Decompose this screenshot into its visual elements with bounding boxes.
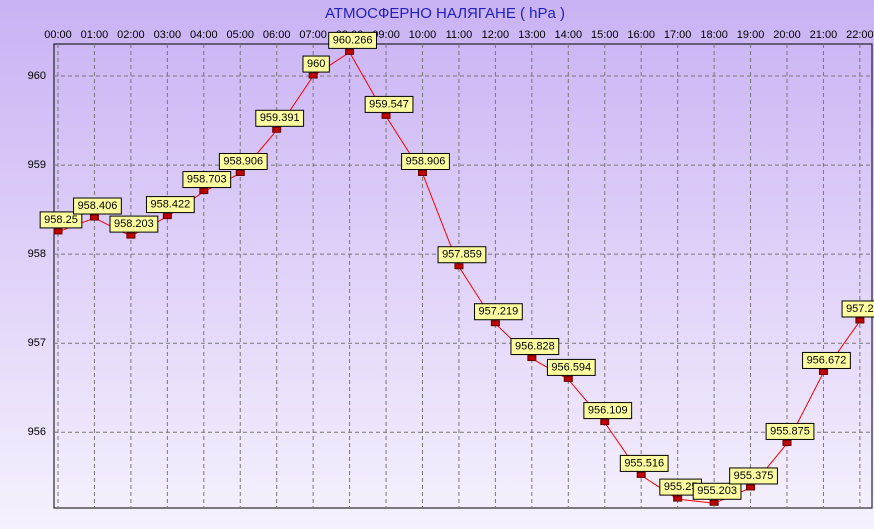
data-label: 956.672 bbox=[807, 354, 847, 366]
x-tick-label: 10:00 bbox=[409, 29, 437, 41]
point bbox=[782, 439, 792, 446]
data-label: 955.516 bbox=[624, 457, 664, 469]
point bbox=[527, 355, 537, 362]
x-tick-label: 14:00 bbox=[555, 29, 583, 41]
data-label-box bbox=[109, 215, 159, 233]
point bbox=[345, 48, 355, 55]
y-tick-label: 956 bbox=[28, 426, 46, 438]
data-label-box bbox=[255, 109, 305, 127]
x-tick-label: 00:00 bbox=[44, 29, 72, 41]
data-label: 955.25 bbox=[664, 481, 698, 493]
data-label: 955.375 bbox=[734, 470, 774, 482]
data-label: 957.25 bbox=[846, 303, 874, 315]
data-label-box bbox=[39, 211, 83, 229]
x-tick-label: 11:00 bbox=[446, 29, 473, 41]
data-label: 960 bbox=[307, 58, 325, 70]
data-label-box bbox=[692, 482, 742, 500]
x-tick-label: 22:00 bbox=[846, 29, 874, 41]
data-label-box bbox=[182, 171, 232, 189]
point bbox=[381, 112, 391, 119]
data-label-box bbox=[474, 303, 523, 321]
data-label-box bbox=[765, 422, 815, 440]
data-label: 958.203 bbox=[114, 218, 154, 230]
x-tick-label: 01:00 bbox=[81, 29, 109, 41]
data-label-box bbox=[510, 338, 560, 356]
data-label-box bbox=[729, 467, 778, 485]
x-tick-label: 19:00 bbox=[737, 29, 765, 41]
point bbox=[746, 484, 756, 491]
data-label: 958.422 bbox=[150, 199, 190, 211]
point bbox=[818, 368, 828, 375]
point bbox=[162, 213, 172, 220]
data-label: 958.25 bbox=[44, 214, 78, 226]
data-label-box bbox=[841, 300, 874, 318]
point bbox=[308, 72, 318, 79]
point bbox=[126, 232, 136, 239]
data-label: 956.828 bbox=[515, 340, 555, 352]
data-label-box bbox=[802, 351, 851, 369]
data-label: 956.109 bbox=[588, 404, 628, 416]
point bbox=[600, 419, 610, 426]
x-tick-label: 18:00 bbox=[700, 29, 728, 41]
data-label-box bbox=[546, 358, 596, 376]
data-label: 960.266 bbox=[333, 34, 373, 46]
y-tick-label: 960 bbox=[28, 70, 46, 82]
data-label: 959.391 bbox=[260, 112, 300, 124]
data-label-box bbox=[218, 152, 268, 170]
x-tick-label: 13:00 bbox=[518, 29, 546, 41]
x-tick-label: 09:00 bbox=[372, 29, 400, 41]
x-tick-label: 21:00 bbox=[810, 29, 838, 41]
point bbox=[563, 375, 573, 382]
x-tick-label: 05:00 bbox=[226, 29, 254, 41]
data-label: 955.203 bbox=[697, 485, 737, 497]
y-tick-label: 957 bbox=[28, 337, 46, 349]
x-tick-label: 16:00 bbox=[627, 29, 655, 41]
data-label: 958.906 bbox=[406, 155, 446, 167]
y-tick-label: 958 bbox=[28, 248, 46, 260]
point bbox=[235, 169, 245, 176]
point bbox=[673, 495, 683, 502]
point bbox=[418, 169, 427, 176]
x-tick-label: 04:00 bbox=[190, 29, 218, 41]
data-label: 958.703 bbox=[187, 173, 227, 185]
x-tick-label: 06:00 bbox=[263, 29, 291, 41]
point bbox=[272, 126, 282, 133]
data-label-box bbox=[73, 197, 122, 215]
data-label: 959.547 bbox=[369, 98, 409, 110]
data-label: 955.875 bbox=[770, 425, 810, 437]
x-tick-label: 20:00 bbox=[773, 29, 801, 41]
point bbox=[199, 188, 209, 195]
point bbox=[636, 471, 646, 478]
point bbox=[855, 317, 865, 324]
x-tick-label: 03:00 bbox=[154, 29, 182, 41]
data-label-box bbox=[364, 95, 414, 113]
plot-frame bbox=[53, 43, 873, 509]
data-label-box bbox=[401, 152, 450, 170]
x-tick-label: 02:00 bbox=[117, 29, 145, 41]
chart-title: АТМОСФЕРНО НАЛЯГАНЕ ( hPa ) bbox=[325, 5, 565, 22]
data-label-box bbox=[145, 196, 195, 214]
point bbox=[709, 499, 719, 506]
data-label-box bbox=[437, 246, 487, 264]
data-label: 958.906 bbox=[223, 155, 263, 167]
x-tick-label: 12:00 bbox=[482, 29, 510, 41]
point bbox=[454, 263, 464, 270]
point bbox=[89, 214, 99, 221]
data-label: 957.219 bbox=[479, 306, 519, 318]
data-label: 958.406 bbox=[78, 200, 118, 212]
data-label-box bbox=[619, 454, 669, 472]
data-label-box bbox=[583, 402, 633, 420]
x-tick-label: 17:00 bbox=[664, 29, 692, 41]
data-label: 956.594 bbox=[551, 361, 591, 373]
y-tick-label: 959 bbox=[28, 159, 46, 171]
x-tick-label: 07:00 bbox=[299, 29, 327, 41]
point bbox=[490, 320, 500, 327]
data-label: 957.859 bbox=[442, 249, 482, 261]
data-label-box bbox=[328, 31, 377, 49]
x-tick-label: 15:00 bbox=[591, 29, 619, 41]
data-label-box bbox=[302, 55, 330, 73]
point bbox=[53, 228, 63, 235]
